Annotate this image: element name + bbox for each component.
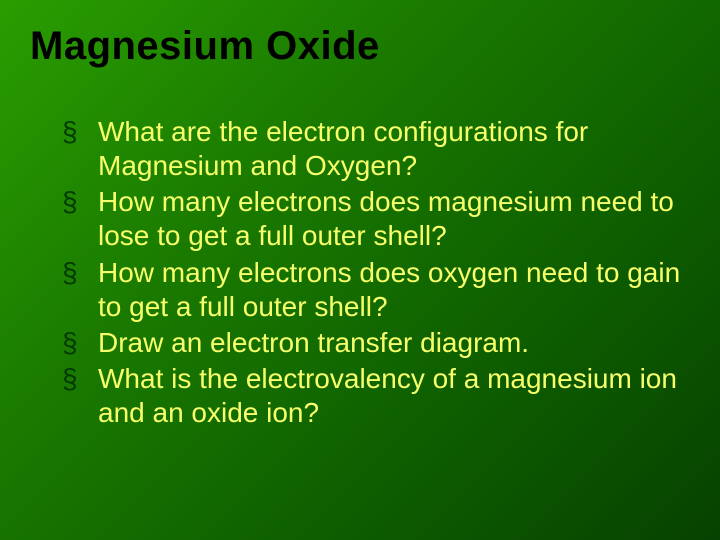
list-item: How many electrons does magnesium need t… xyxy=(90,185,684,253)
list-item: Draw an electron transfer diagram. xyxy=(90,326,684,360)
slide-title: Magnesium Oxide xyxy=(30,24,684,69)
slide: Magnesium Oxide What are the electron co… xyxy=(0,0,720,540)
bullet-list: What are the electron configurations for… xyxy=(36,115,684,430)
list-item: What are the electron configurations for… xyxy=(90,115,684,183)
list-item: What is the electrovalency of a magnesiu… xyxy=(90,362,684,430)
list-item: How many electrons does oxygen need to g… xyxy=(90,256,684,324)
